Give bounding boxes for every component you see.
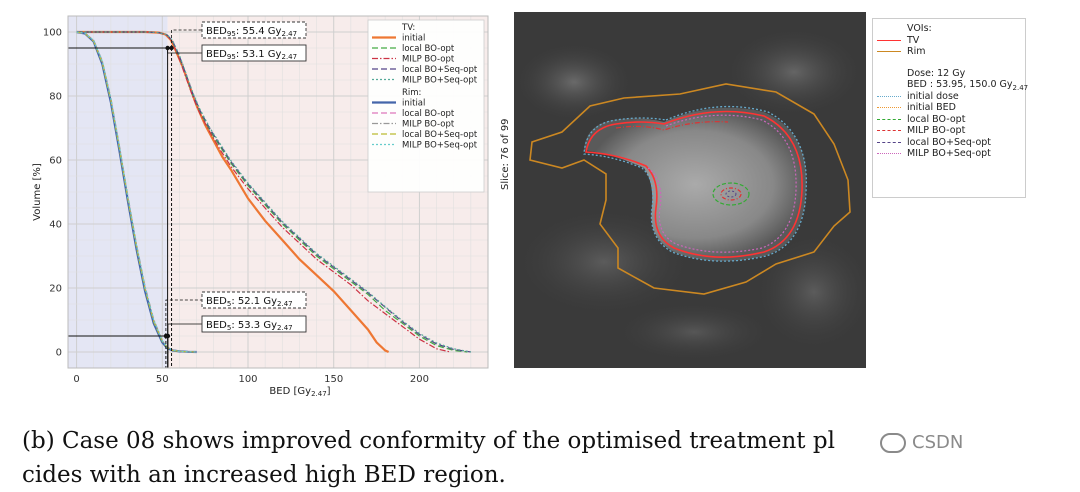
axes: 0 50 100 150 200 0 20 40 60 80 100 BED [Gy2.47] Volu…	[32, 15, 489, 398]
dvh-chart: BED95: 55.4 Gy2.47 BED95: 53.1 Gy2.47 BED5…	[32, 15, 489, 398]
legend-entry: MILP BO-opt	[402, 55, 455, 65]
y-tick-label: 0	[56, 348, 62, 359]
bed95-solid-label: BED95: 53.1 Gy2.47	[206, 49, 297, 61]
x-tick-label: 150	[324, 374, 343, 385]
x-tick-label: 100	[238, 374, 257, 385]
legend-text: local BO-opt	[907, 113, 966, 125]
legend-swatch	[877, 118, 901, 120]
bed5-solid-box	[201, 315, 307, 333]
bed95-solid-leader	[167, 48, 202, 54]
legend-title-rim: Rim:	[402, 88, 421, 98]
y-tick-label: 100	[43, 28, 62, 39]
legend-swatch	[877, 107, 901, 108]
slice-ylabel: Slice: 76 of 99	[500, 118, 511, 190]
bed95-dashed-box	[201, 21, 307, 39]
x-tick-label: 50	[156, 374, 169, 385]
legend-entry: initial	[402, 99, 425, 109]
legend-text: initial BED	[907, 102, 956, 113]
bed5-dashed-label: BED5: 52.1 Gy2.47	[206, 296, 293, 308]
legend-text: initial dose	[907, 90, 959, 102]
high-bed-region-inner	[720, 187, 742, 201]
legend-text: TV	[907, 34, 920, 46]
legend-swatch	[877, 141, 901, 143]
legend-swatch	[877, 95, 901, 97]
bed5-solid-leader	[167, 323, 202, 336]
ct-organ	[584, 107, 807, 262]
y-tick-label: 20	[49, 284, 62, 295]
high-bed-region-core	[725, 190, 737, 198]
optimised-contour-1	[647, 114, 797, 253]
plot-frame	[67, 15, 489, 369]
series-tv-milp-bo-seq-opt	[76, 31, 472, 353]
bed5-dashed-leader	[165, 299, 202, 336]
slice-legend: VOIs: TV Rim Dose: 12 Gy BED : 53.95, 150.0 …	[872, 18, 1029, 198]
x-tick-label: 0	[73, 374, 79, 385]
legend-text: MILP BO-opt	[907, 125, 966, 136]
wechat-icon	[880, 433, 906, 453]
legend-text: BED : 53.95, 150.0 Gy2.47	[907, 79, 1029, 92]
watermark-text: CSDN	[912, 432, 964, 453]
legend-swatch	[877, 39, 901, 41]
legend-entry: MILP BO+Seq-opt	[402, 141, 478, 151]
legend-swatch	[877, 130, 901, 131]
legend-text: Dose: 12 Gy	[907, 67, 966, 79]
tv-contour	[585, 110, 803, 258]
legend-entry: local BO-opt	[402, 44, 455, 54]
legend-entry: MILP BO-opt	[402, 120, 455, 130]
legend-entry: initial	[402, 34, 425, 44]
bed5-dashed-box	[201, 291, 307, 309]
bed95-solid-box	[201, 44, 307, 62]
bed95-dashed-label: BED95: 55.4 Gy2.47	[206, 26, 297, 38]
y-tick-label: 80	[49, 92, 62, 103]
legend-swatch	[877, 153, 901, 154]
x-axis-label: BED [Gy2.47]	[269, 386, 330, 398]
legend-swatch	[877, 51, 901, 52]
legend-entry: local BO+Seq-opt	[402, 65, 478, 75]
legend-title-tv: TV:	[401, 23, 415, 33]
y-tick-label: 60	[49, 156, 62, 167]
high-bed-region-outer	[712, 182, 750, 206]
legend-text: Rim	[907, 46, 926, 57]
series-lines	[76, 30, 472, 354]
legend-entry: local BO+Seq-opt	[402, 130, 478, 140]
legend-text: VOIs:	[907, 23, 932, 34]
legend-text: MILP BO+Seq-opt	[907, 148, 991, 159]
rim-contour	[529, 83, 851, 295]
y-tick-label: 40	[49, 220, 62, 231]
legend-text: local BO+Seq-opt	[907, 136, 992, 148]
watermark: CSDN	[880, 432, 963, 453]
legend-box	[367, 19, 485, 193]
ct-slice-panel	[514, 12, 866, 368]
x-tick-label: 200	[410, 374, 429, 385]
caption-line-1: (b) Case 08 shows improved conformity of…	[22, 428, 835, 454]
legend-entry: MILP BO+Seq-opt	[402, 76, 478, 86]
series-tv-milp-bo-opt	[76, 31, 451, 353]
bed95-dashed-leader	[171, 29, 202, 48]
annotations: BED95: 55.4 Gy2.47 BED95: 53.1 Gy2.47 BED5…	[68, 21, 307, 368]
figure-caption: (b) Case 08 shows improved conformity of…	[22, 424, 1062, 492]
optimised-contour-2	[615, 121, 729, 131]
legend-entry: local BO-opt	[402, 109, 455, 119]
caption-line-2: cides with an increased high BED region.	[22, 462, 506, 488]
y-axis-label: Volume [%]	[32, 163, 43, 221]
bed5-solid-label: BED5: 53.3 Gy2.47	[206, 320, 293, 332]
